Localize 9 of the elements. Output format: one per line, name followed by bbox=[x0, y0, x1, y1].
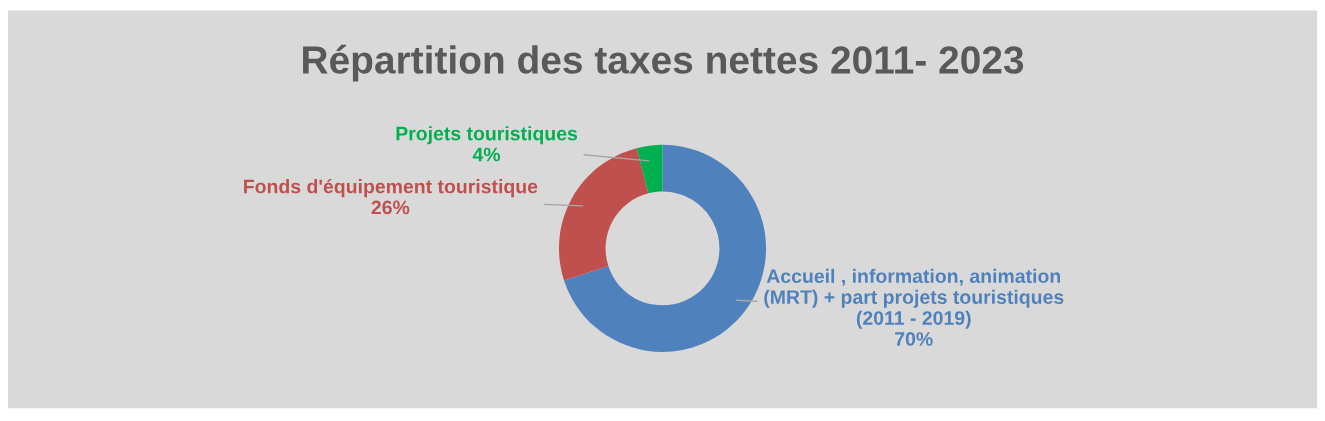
data-label: 26% bbox=[371, 200, 410, 215]
slice-label: Accueil , information, animation (MRT) + part projets touristiques (2011 - 2019) bbox=[764, 268, 1064, 329]
data-label: 4% bbox=[472, 147, 501, 162]
donut-slice bbox=[636, 144, 663, 194]
chart-title: Répartition des taxes nettes 2011- 2023 bbox=[303, 44, 1024, 82]
slice-label: Fonds d'équipement touristique bbox=[244, 178, 538, 198]
data-label: 70% bbox=[895, 332, 933, 346]
slice-label: Projets touristiques bbox=[396, 126, 578, 145]
donut-slice bbox=[558, 148, 649, 281]
